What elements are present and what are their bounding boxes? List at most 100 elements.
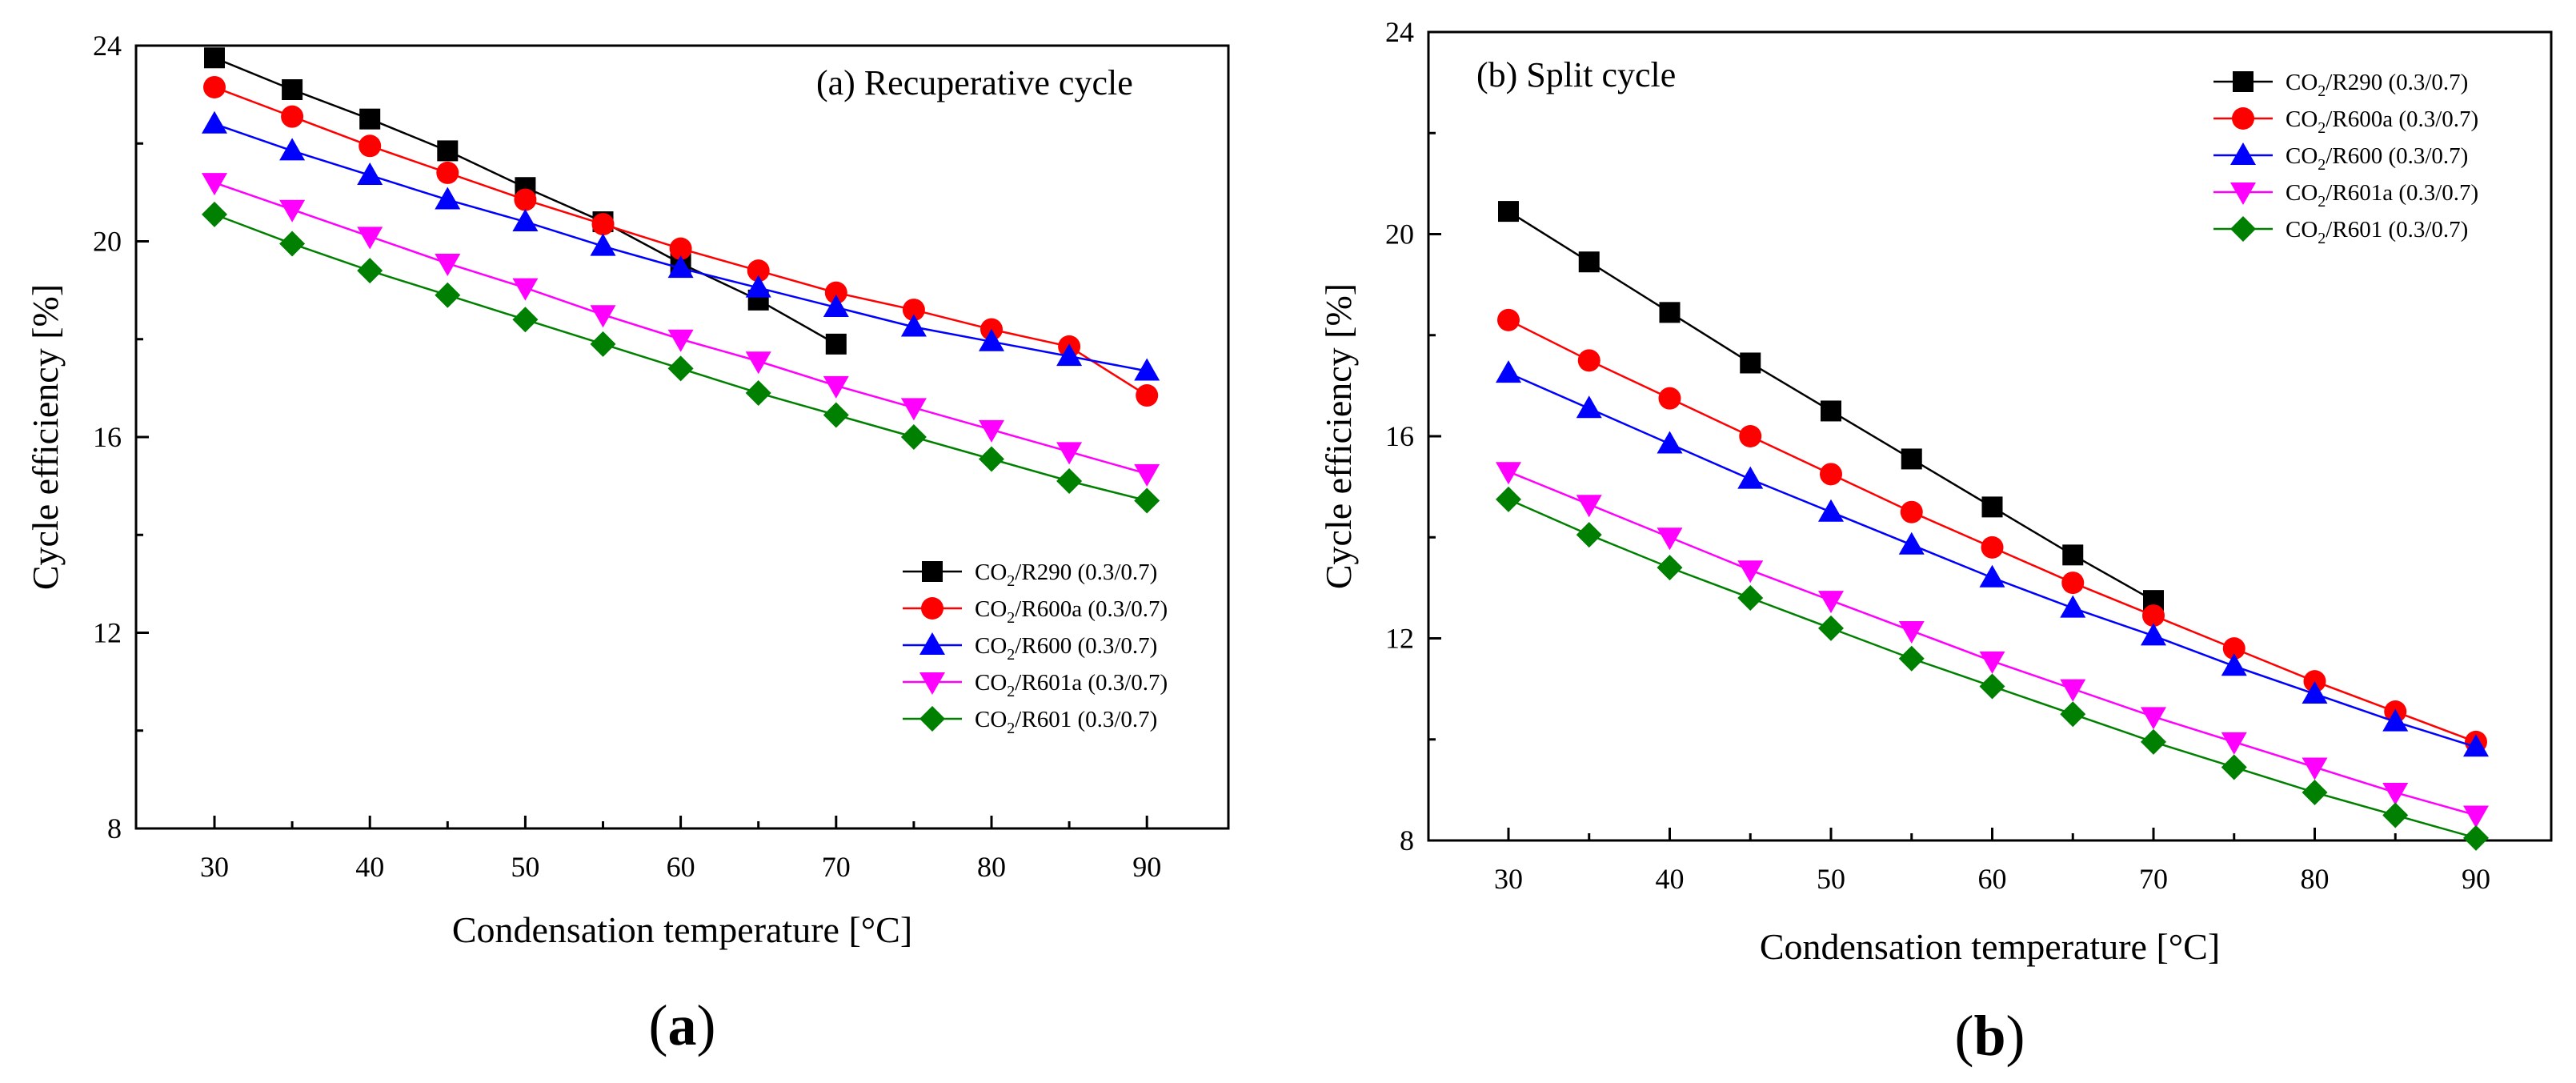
x-tick-label: 50 bbox=[511, 851, 539, 883]
chart-panel-b: 30 40 50 60 70 80 90 8 12 16 20 24 (b) Split cycle CO… bbox=[1318, 16, 2553, 1068]
legend-subscript: 2 bbox=[1007, 720, 1015, 737]
legend-formula-rest: /R600 (0.3/0.7) bbox=[1015, 633, 1157, 659]
x-tick-label: 80 bbox=[2301, 863, 2330, 895]
legend-subscript: 2 bbox=[2318, 230, 2326, 247]
data-point bbox=[357, 227, 383, 250]
legend-subscript: 2 bbox=[2318, 156, 2326, 174]
data-point bbox=[279, 231, 306, 257]
data-point bbox=[1818, 615, 1844, 641]
legend-label: CO2/R290 (0.3/0.7) bbox=[975, 560, 1157, 590]
data-point bbox=[2061, 572, 2085, 595]
y-tick-label: 24 bbox=[1385, 16, 1414, 48]
data-point bbox=[590, 305, 616, 328]
legend-formula: CO bbox=[975, 670, 1007, 696]
data-point bbox=[669, 237, 692, 260]
data-point bbox=[2062, 544, 2084, 566]
legend-subscript: 2 bbox=[2318, 119, 2326, 137]
data-point bbox=[1576, 395, 1602, 419]
x-axis-label: Condensation temperature [°C] bbox=[1760, 926, 2220, 967]
data-point bbox=[1659, 302, 1681, 323]
data-point bbox=[1739, 425, 1762, 447]
legend-subscript: 2 bbox=[2318, 82, 2326, 100]
data-point bbox=[825, 333, 847, 355]
y-axis-label: Cycle efficiency [%] bbox=[1318, 283, 1359, 589]
data-point bbox=[202, 110, 227, 134]
data-point bbox=[1576, 495, 1602, 518]
chart-panel-a: 30 40 50 60 70 80 90 8 12 16 20 24 (a) Recuperative … bbox=[25, 30, 1230, 1057]
data-point bbox=[1979, 651, 2005, 674]
data-point bbox=[2221, 754, 2247, 780]
data-point bbox=[1737, 466, 1764, 489]
data-point bbox=[1981, 535, 2004, 559]
legend-label: CO2/R600 (0.3/0.7) bbox=[2286, 143, 2468, 174]
legend-formula-rest: /R601a (0.3/0.7) bbox=[2326, 180, 2478, 206]
series-4 bbox=[1496, 462, 2489, 828]
legend-label: CO2/R601a (0.3/0.7) bbox=[975, 670, 1168, 700]
data-point bbox=[2141, 707, 2166, 730]
data-point bbox=[2222, 637, 2245, 660]
y-tick-label: 20 bbox=[93, 226, 122, 258]
legend: CO2/R290 (0.3/0.7)CO2/R600a (0.3/0.7)CO2… bbox=[2213, 70, 2478, 247]
data-point bbox=[281, 105, 304, 128]
panel-label: (a) bbox=[649, 993, 716, 1057]
legend-formula: CO bbox=[2286, 180, 2318, 206]
data-point bbox=[1979, 673, 2005, 700]
data-point bbox=[359, 134, 382, 158]
data-point bbox=[1496, 486, 1521, 512]
x-tick-label: 30 bbox=[200, 851, 229, 883]
series-5 bbox=[1496, 486, 2489, 851]
legend-marker bbox=[921, 597, 943, 620]
data-point bbox=[823, 375, 849, 399]
data-point bbox=[979, 446, 1004, 472]
x-tick-label: 90 bbox=[1132, 851, 1161, 883]
legend-formula: CO bbox=[975, 596, 1007, 622]
legend-formula-rest: /R601 (0.3/0.7) bbox=[1015, 707, 1157, 732]
legend-marker bbox=[919, 672, 945, 695]
data-point bbox=[1818, 499, 1844, 522]
legend-label: CO2/R601a (0.3/0.7) bbox=[2286, 180, 2478, 211]
data-point bbox=[667, 255, 694, 279]
data-point bbox=[1134, 487, 1160, 514]
data-point bbox=[667, 355, 694, 382]
data-point bbox=[435, 187, 461, 210]
data-point bbox=[2382, 802, 2409, 828]
x-tick-label: 60 bbox=[1978, 863, 2007, 895]
legend-marker bbox=[2230, 216, 2256, 242]
series-1 bbox=[1498, 201, 2164, 612]
legend-subscript: 2 bbox=[1007, 572, 1015, 590]
data-point bbox=[2060, 701, 2086, 728]
data-point bbox=[590, 331, 616, 357]
data-point bbox=[1821, 400, 1841, 422]
data-point bbox=[902, 299, 925, 322]
data-point bbox=[824, 281, 847, 304]
panel-label-suffix: ) bbox=[697, 993, 716, 1057]
data-point bbox=[2382, 783, 2409, 806]
legend-subscript: 2 bbox=[2318, 193, 2326, 211]
legend-formula-rest: /R601a (0.3/0.7) bbox=[1015, 670, 1168, 696]
legend-marker bbox=[919, 632, 945, 655]
data-point bbox=[357, 162, 383, 185]
data-point bbox=[979, 419, 1004, 443]
series-5 bbox=[202, 201, 1160, 514]
panel-label-prefix: ( bbox=[1954, 1004, 1973, 1068]
data-point bbox=[2463, 734, 2489, 757]
y-tick-label: 24 bbox=[93, 30, 122, 62]
data-point bbox=[512, 307, 539, 333]
data-point bbox=[2382, 708, 2409, 732]
legend-entry: CO2/R600 (0.3/0.7) bbox=[2213, 142, 2468, 174]
x-tick-label: 30 bbox=[1494, 863, 1523, 895]
data-point bbox=[2060, 595, 2086, 618]
x-tick-label: 40 bbox=[355, 851, 384, 883]
data-point bbox=[279, 199, 306, 223]
panel-label-letter: b bbox=[1973, 1004, 2005, 1068]
y-tick-label: 8 bbox=[107, 812, 122, 844]
x-tick-label: 70 bbox=[822, 851, 851, 883]
data-point bbox=[1134, 358, 1160, 381]
data-point bbox=[2221, 653, 2247, 676]
data-point bbox=[979, 328, 1004, 351]
series-3 bbox=[202, 110, 1160, 381]
x-tick-label: 70 bbox=[2139, 863, 2168, 895]
data-point bbox=[2302, 757, 2328, 780]
legend-formula-rest: /R600 (0.3/0.7) bbox=[2326, 143, 2468, 169]
